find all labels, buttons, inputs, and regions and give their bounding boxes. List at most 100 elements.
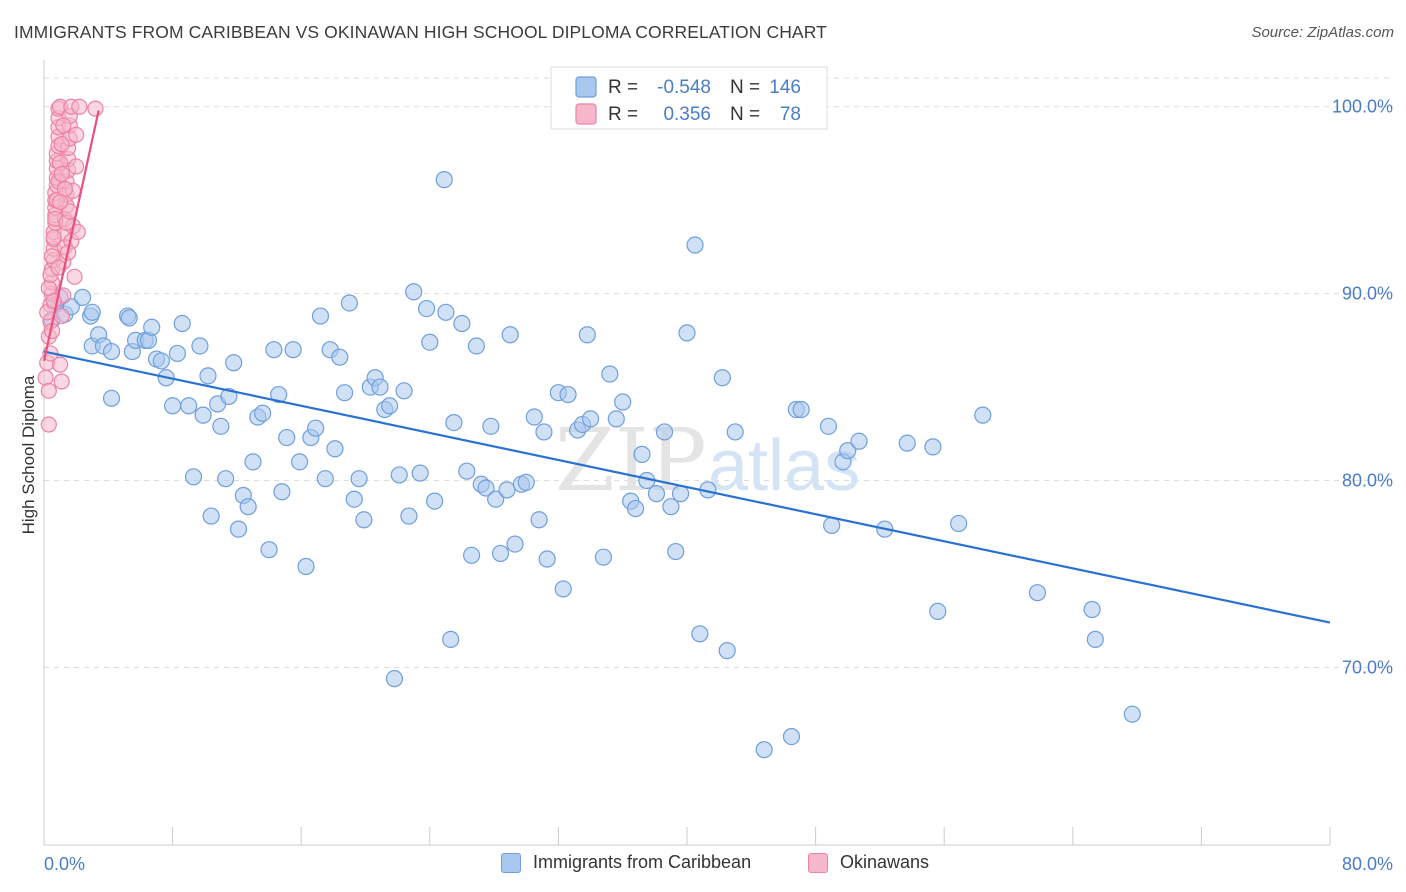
top-legend-n-label: N =: [730, 104, 760, 125]
data-point: [792, 400, 810, 419]
data-point: [929, 602, 947, 620]
data-point: [482, 417, 500, 435]
data-point: [290, 453, 309, 471]
data-point: [601, 365, 619, 383]
data-point: [340, 294, 359, 312]
data-point: [400, 507, 418, 525]
data-point: [462, 546, 481, 564]
data-point: [326, 440, 344, 458]
y-tick-label: 100.0%: [1332, 97, 1393, 117]
data-point: [83, 303, 101, 321]
data-point: [614, 393, 632, 411]
data-point: [686, 236, 704, 254]
data-point: [498, 481, 516, 499]
data-point: [260, 541, 278, 559]
data-point: [755, 741, 773, 759]
data-point: [239, 498, 257, 516]
data-point: [180, 397, 198, 415]
data-point: [691, 625, 709, 643]
data-point: [458, 462, 476, 480]
data-point: [395, 382, 413, 400]
data-point: [212, 417, 230, 435]
data-point: [530, 511, 548, 529]
data-point: [445, 413, 463, 432]
data-point: [655, 423, 674, 441]
data-point: [581, 410, 600, 428]
data-point: [678, 324, 696, 342]
data-point: [898, 434, 916, 452]
data-point: [68, 126, 85, 143]
trend-line-okinawans: [42, 110, 100, 362]
data-point: [40, 416, 57, 433]
data-point: [525, 408, 543, 426]
data-point: [594, 548, 613, 566]
data-point: [662, 498, 680, 516]
data-point: [143, 318, 161, 336]
data-point: [819, 417, 838, 435]
data-point: [782, 727, 801, 746]
legend-label-okinawans: Okinawans: [840, 852, 930, 872]
data-point: [554, 580, 572, 598]
series-okinawans: [37, 98, 104, 433]
data-point: [152, 352, 170, 370]
y-tick-label: 90.0%: [1342, 284, 1393, 304]
data-point: [578, 326, 596, 344]
data-point: [284, 341, 302, 359]
data-point: [316, 470, 334, 488]
data-point: [51, 193, 69, 211]
data-point: [184, 468, 203, 486]
data-point: [199, 367, 217, 385]
top-legend-box: [550, 66, 828, 130]
data-point: [68, 158, 85, 175]
data-point: [417, 299, 436, 318]
top-legend-swatch: [575, 76, 597, 98]
data-point: [40, 382, 57, 399]
data-point: [102, 342, 121, 361]
data-point: [950, 514, 968, 533]
data-point: [839, 442, 857, 460]
data-point: [385, 670, 404, 688]
data-point: [924, 438, 942, 456]
data-point: [437, 303, 455, 321]
data-point: [66, 268, 83, 285]
data-point: [467, 337, 486, 355]
data-point: [850, 432, 868, 450]
data-point: [726, 423, 744, 441]
x-tick-label: 80.0%: [1342, 854, 1393, 874]
data-point: [244, 453, 262, 471]
data-point: [307, 419, 325, 437]
data-point: [53, 136, 70, 153]
data-point: [718, 642, 736, 660]
data-point: [1123, 705, 1141, 723]
data-point: [45, 229, 62, 246]
top-legend: R = -0.548 N = 146 R = 0.356 N = 78: [550, 66, 828, 130]
data-point: [713, 369, 731, 387]
data-point: [194, 406, 212, 424]
top-legend-r-label: R =: [608, 77, 638, 98]
data-point: [297, 557, 315, 576]
data-point: [229, 520, 248, 538]
data-point: [1083, 600, 1101, 619]
data-point: [273, 483, 291, 501]
data-point: [435, 171, 453, 189]
data-point: [607, 410, 625, 428]
data-point: [538, 550, 556, 568]
data-point: [217, 470, 235, 488]
data-point: [381, 397, 399, 415]
top-legend-r-label: R =: [608, 104, 638, 125]
data-point: [487, 490, 505, 508]
data-point: [120, 309, 138, 327]
data-point: [517, 473, 535, 492]
data-point: [225, 354, 243, 372]
data-point: [477, 479, 495, 497]
y-tick-label: 70.0%: [1342, 657, 1393, 677]
top-legend-n-value: 146: [769, 77, 801, 98]
data-point: [254, 404, 272, 422]
data-point: [371, 378, 389, 396]
legend-label-caribbean: Immigrants from Caribbean: [533, 852, 752, 872]
data-point: [53, 307, 70, 325]
data-point: [667, 542, 685, 561]
top-legend-n-label: N =: [730, 77, 760, 98]
data-point: [421, 333, 439, 351]
top-legend-swatch: [575, 103, 597, 125]
